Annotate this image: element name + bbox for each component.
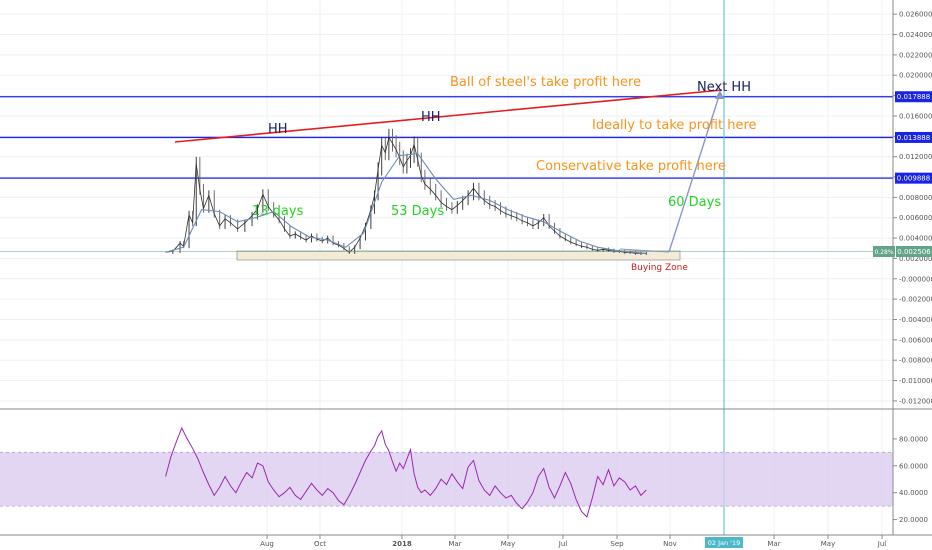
- current-price-change-box: [873, 246, 895, 257]
- price-line-tag-label: 0.017888: [897, 93, 930, 101]
- days-60-label: 60 Days: [668, 195, 721, 210]
- price-tick-label: -0.006000: [899, 336, 932, 344]
- price-line-tag: [895, 131, 932, 143]
- time-tick-label: Mar: [767, 540, 780, 548]
- moving-average-line: [165, 153, 647, 254]
- time-tick-label: Oct: [314, 540, 326, 548]
- price-tick-label: -0.010000: [899, 377, 932, 385]
- price-tick-label: 0.020000: [899, 72, 932, 80]
- price-series: [165, 128, 647, 255]
- price-tick-label: 0.026000: [899, 11, 932, 19]
- price-tick-label: -0.000000: [899, 275, 932, 283]
- price-tick-label: 0.012000: [899, 153, 932, 161]
- price-lines[interactable]: [0, 96, 893, 179]
- time-tick-label: Aug: [260, 540, 274, 548]
- rsi-band: [0, 452, 893, 507]
- next-hh-label: Next HH: [697, 80, 751, 95]
- projection-arrowhead: [715, 90, 724, 99]
- price-line-tags: 0.017888 0.013888 0.009888: [895, 91, 932, 184]
- trendline[interactable]: [174, 89, 723, 143]
- price-tick-label: 0.006000: [899, 214, 932, 222]
- rsi-tick-label: 60.0000: [899, 462, 928, 470]
- time-tick-label: Jul: [877, 540, 887, 548]
- price-tick-label: 0.016000: [899, 112, 932, 120]
- time-tick-label: May: [501, 540, 515, 548]
- time-axis[interactable]: Aug Oct 2018 Mar May Jul Sep Nov 02 Jan '19 Mar Ma…: [260, 535, 886, 548]
- current-price-change: 0.28%: [874, 249, 893, 256]
- price-line-tag-label: 0.009888: [897, 175, 930, 183]
- price-tick-label: 0.004000: [899, 235, 932, 243]
- current-price-value: 0.002506: [897, 248, 931, 256]
- rsi-tick-label: 80.0000: [899, 435, 928, 443]
- rsi-tick-label: 40.0000: [899, 489, 928, 497]
- time-marker-box: [705, 537, 743, 548]
- rsi-series: [165, 426, 647, 518]
- hh-left-label: HH: [268, 122, 288, 137]
- time-marker-label: 02 Jan '19: [708, 539, 740, 547]
- price-tick-label: 0.002000: [899, 255, 932, 263]
- rsi-band-lines: [0, 451, 893, 507]
- hh-mid-label: HH: [421, 110, 441, 125]
- buying-zone-label: Buying Zone: [631, 263, 688, 273]
- price-line-tag: [895, 91, 932, 103]
- rsi-axis[interactable]: 80.0000 60.0000 40.0000 20.0000: [893, 435, 928, 524]
- days-53-label: 53 Days: [391, 204, 444, 219]
- current-price-value-box: [896, 246, 932, 257]
- price-tick-label: 0.008000: [899, 194, 932, 202]
- price-tick-label: -0.004000: [899, 316, 932, 324]
- buying-zone-box[interactable]: [236, 250, 681, 261]
- time-tick-label: Nov: [663, 540, 677, 548]
- time-tick-label: Sep: [610, 540, 624, 548]
- grid: [0, 0, 893, 535]
- price-close-line: [165, 136, 647, 254]
- time-tick-label: 2018: [392, 540, 412, 548]
- ball-of-steel-label: Ball of steel's take profit here: [450, 75, 641, 90]
- time-tick-label: May: [821, 540, 835, 548]
- rsi-tick-label: 20.0000: [899, 516, 928, 524]
- days-13-label: 13 days: [252, 204, 304, 219]
- price-tick-label: 0.022000: [899, 51, 932, 59]
- rsi-line: [165, 426, 647, 518]
- time-tick-label: Jul: [558, 540, 568, 548]
- price-tick-label: -0.002000: [899, 296, 932, 304]
- price-tick-label: 0.024000: [899, 31, 932, 39]
- price-line-tag-label: 0.013888: [897, 134, 930, 142]
- price-tick-label: -0.012000: [899, 397, 932, 405]
- conservative-label: Conservative take profit here: [536, 159, 726, 174]
- ideally-label: Ideally to take profit here: [592, 118, 757, 133]
- current-price-tag: 0.28% 0.002506: [0, 246, 932, 257]
- time-tick-label: Mar: [448, 540, 461, 548]
- price-tick-label: -0.008000: [899, 357, 932, 365]
- price-line-tag: [895, 172, 932, 184]
- projection-arrow-line[interactable]: [668, 92, 721, 253]
